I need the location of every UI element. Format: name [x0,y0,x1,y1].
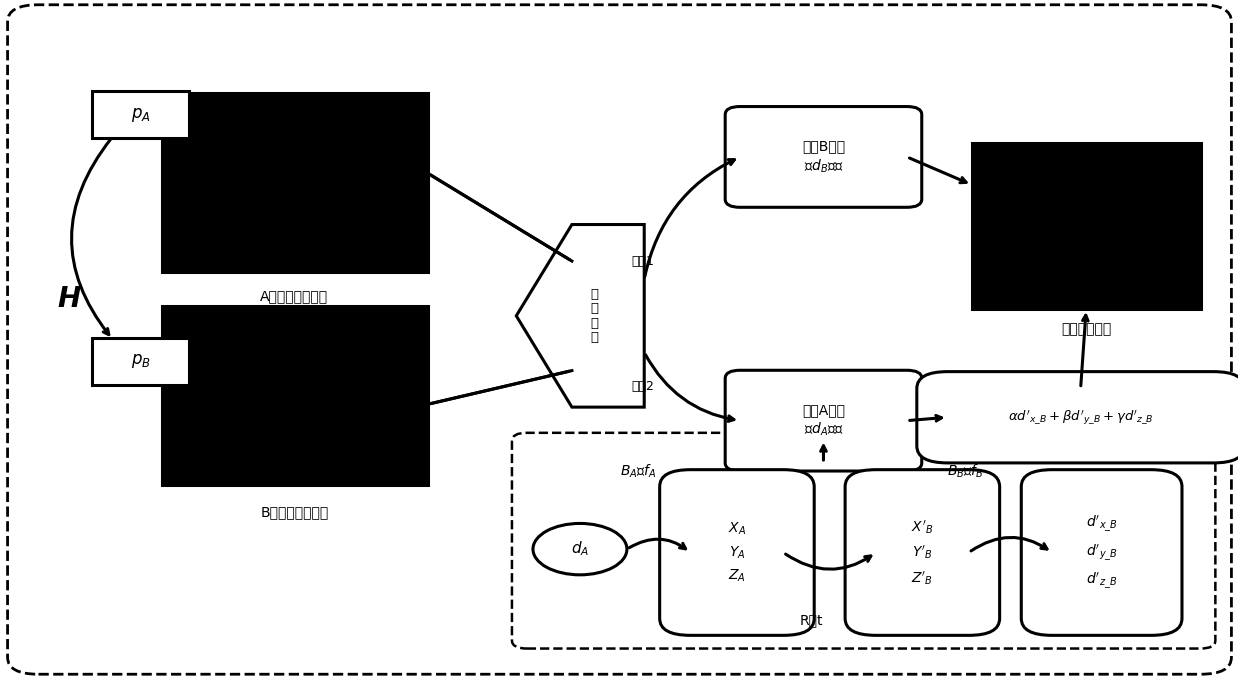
Text: B设备的输出视差: B设备的输出视差 [260,505,328,519]
Text: $X_A$
$Y_A$
$Z_A$: $X_A$ $Y_A$ $Z_A$ [727,521,746,585]
FancyBboxPatch shape [92,338,190,385]
FancyBboxPatch shape [512,433,1215,648]
FancyBboxPatch shape [917,371,1239,463]
Text: $p_A$: $p_A$ [130,106,150,124]
FancyBboxPatch shape [659,470,814,636]
Text: H: H [58,285,81,313]
Text: 视
差
选
择: 视 差 选 择 [591,288,598,344]
Text: $p_B$: $p_B$ [130,352,150,371]
Text: $B_A$、$f_A$: $B_A$、$f_A$ [620,462,657,480]
Bar [162,92,427,272]
Text: 融合后的视差: 融合后的视差 [1062,323,1111,337]
Text: 选择B的视
差$d_B$填充: 选择B的视 差$d_B$填充 [802,139,845,175]
Polygon shape [517,225,644,407]
Text: $X'_B$
$Y'_B$
$Z'_B$: $X'_B$ $Y'_B$ $Z'_B$ [911,518,933,587]
Circle shape [533,524,627,575]
FancyBboxPatch shape [92,92,190,138]
Text: $B_B$、$f_B$: $B_B$、$f_B$ [948,462,984,480]
FancyBboxPatch shape [725,370,922,471]
Text: 选择2: 选择2 [632,380,654,393]
Bar [162,306,427,485]
FancyBboxPatch shape [845,470,1000,636]
Text: $d'_{x\_B}$
$d'_{y\_B}$
$d'_{z\_B}$: $d'_{x\_B}$ $d'_{y\_B}$ $d'_{z\_B}$ [1085,513,1118,591]
Text: A设备的输出视差: A设备的输出视差 [260,289,328,303]
Text: R、t: R、t [799,613,823,627]
Text: $d_A$: $d_A$ [571,540,589,559]
Text: 选择1: 选择1 [632,255,654,268]
FancyBboxPatch shape [7,5,1232,674]
Text: 选择A的视
差$d_A$填充: 选择A的视 差$d_A$填充 [802,403,845,439]
Bar [971,143,1201,309]
Text: $\alpha d'_{x\_B} + \beta d'_{y\_B} + \gamma d'_{z\_B}$: $\alpha d'_{x\_B} + \beta d'_{y\_B} + \g… [1007,408,1154,426]
FancyBboxPatch shape [1021,470,1182,636]
FancyBboxPatch shape [725,107,922,207]
